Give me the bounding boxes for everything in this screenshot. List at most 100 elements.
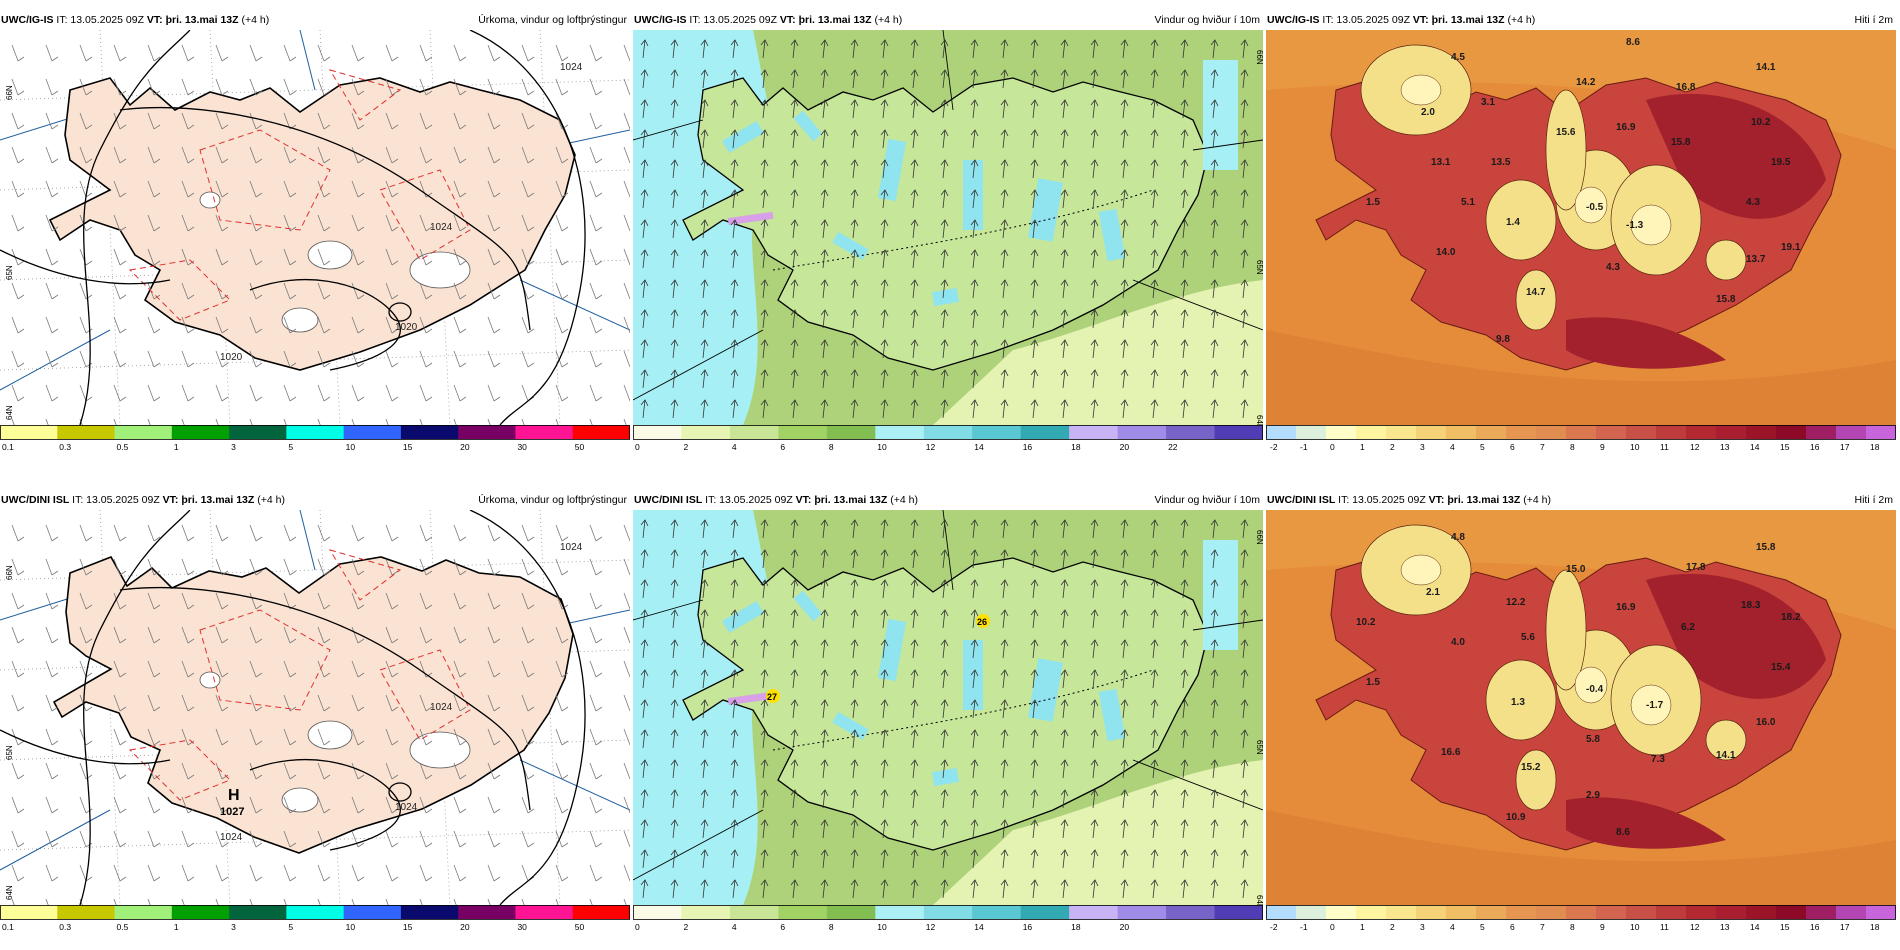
colorbar-segment: [1776, 425, 1807, 439]
map-canvas: 66N 65N 64N: [632, 29, 1264, 430]
temperature-label: 15.4: [1771, 662, 1791, 673]
temperature-label: 14.1: [1716, 750, 1736, 761]
valid-time-label: VT:: [1428, 494, 1445, 506]
gust-max-label: 26: [977, 617, 987, 627]
temperature-label: 16.6: [1441, 747, 1461, 758]
lead-time: (+4 h): [241, 14, 270, 26]
temperature-label: 4.3: [1606, 262, 1620, 273]
colorbar-tick-label: 12: [1690, 922, 1700, 932]
temperature-label: -0.5: [1586, 202, 1604, 213]
colorbar-tick-label: 14: [1750, 442, 1760, 452]
colorbar-segment: [1506, 425, 1537, 439]
latitude-label: 64N: [1255, 895, 1263, 905]
temperature-label: 10.9: [1506, 812, 1526, 823]
colorbar-segment: [633, 905, 682, 919]
map[interactable]: 26 27 66N 65N 64N: [632, 509, 1264, 910]
valid-time: þri. 13.mai 13Z: [1431, 14, 1505, 26]
latitude-label: 66N: [1255, 530, 1263, 545]
colorbar-tick-label: 7: [1540, 922, 1545, 932]
latitude-label: 65N: [5, 265, 14, 280]
temperature-label: 1.5: [1366, 677, 1380, 688]
panel-header: UWC/IG-IS IT: 13.05.2025 09Z VT: þri. 13…: [633, 10, 1263, 30]
isobar-label: 1024: [430, 702, 453, 713]
colorbar-tick-label: 16: [1023, 922, 1033, 932]
map[interactable]: 4.8 15.8 15.0 17.8 2.1 12.2 16.9 18.3 10.2 18.2 4.…: [1266, 510, 1896, 905]
colorbar-tick-label: 3: [1420, 922, 1425, 932]
colorbar-segment: [1566, 425, 1597, 439]
temperature-label: 1.4: [1506, 217, 1520, 228]
colorbar-tick-label: 20: [1120, 442, 1130, 452]
colorbar-segment: [1446, 905, 1477, 919]
colorbar-tick-label: 16: [1810, 442, 1820, 452]
colorbar-tick-label: 18: [1870, 442, 1880, 452]
colorbar-tick-label: 15: [403, 922, 413, 932]
colorbar-tick-label: 4: [1450, 442, 1455, 452]
colorbar-tick-label: 0.3: [59, 922, 71, 932]
colorbar-segment: [1214, 425, 1264, 439]
panel-title: Vindur og hviður í 10m: [1154, 14, 1260, 26]
colorbar-segment: [229, 425, 287, 439]
panel: UWC/IG-IS IT: 13.05.2025 09Z VT: þri. 13…: [0, 10, 637, 465]
latitude-label: 64N: [5, 885, 14, 900]
colorbar-tick-label: 15: [1780, 442, 1790, 452]
temperature-label: 16.9: [1616, 122, 1636, 133]
temperature-label: 10.2: [1356, 617, 1376, 628]
colorbar: 0.1 0.3 0.5 1 3 5 10 15 20 30 50: [0, 905, 631, 945]
colorbar-tick-label: 14: [974, 922, 984, 932]
isobar-label: 1020: [395, 322, 418, 333]
temperature-label: 6.2: [1681, 622, 1695, 633]
temperature-label: 19.1: [1781, 242, 1801, 253]
temperature-label: 2.9: [1586, 790, 1600, 801]
colorbar-tick-label: 5: [288, 442, 293, 452]
init-time: IT: 13.05.2025 09Z: [705, 494, 793, 506]
colorbar-tick-label: 0.1: [2, 922, 14, 932]
map[interactable]: 66N 65N 64N: [632, 29, 1264, 430]
temperature-label: 19.5: [1771, 157, 1791, 168]
valid-time: þri. 13.mai 13Z: [814, 494, 888, 506]
latitude-label: 65N: [5, 745, 14, 760]
colorbar-segment: [681, 425, 731, 439]
colorbar-tick-label: 8: [1570, 922, 1575, 932]
panel-header: UWC/DINI ISL IT: 13.05.2025 09Z VT: þri.…: [1266, 490, 1896, 510]
valid-time: þri. 13.mai 13Z: [1447, 494, 1521, 506]
colorbar-segment: [1386, 905, 1417, 919]
colorbar-tick-label: 15: [403, 442, 413, 452]
map-canvas: 1024 1024 1024 1024 H 1027 66N 65N 64N: [0, 509, 637, 916]
panel: UWC/DINI ISL IT: 13.05.2025 09Z VT: þri.…: [0, 490, 637, 945]
colorbar-tick-label: 5: [1480, 442, 1485, 452]
colorbar-segment: [778, 905, 828, 919]
temperature-label: 10.2: [1751, 117, 1771, 128]
colorbar-tick-label: 6: [780, 922, 785, 932]
temperature-label: 14.7: [1526, 287, 1546, 298]
colorbar-segment: [778, 425, 828, 439]
init-time: IT: 13.05.2025 09Z: [72, 494, 160, 506]
map-canvas: 26 27 66N 65N 64N: [632, 509, 1264, 910]
lead-time: (+4 h): [1523, 494, 1551, 506]
colorbar-tick-label: -1: [1300, 922, 1308, 932]
colorbar-tick-label: 10: [346, 442, 356, 452]
valid-time: þri. 13.mai 13Z: [181, 494, 255, 506]
colorbar-segment: [1476, 905, 1507, 919]
temperature-label: 12.2: [1506, 597, 1526, 608]
colorbar-tick-label: 6: [1510, 442, 1515, 452]
valid-time-label: VT:: [146, 14, 163, 26]
colorbar-segment: [400, 425, 459, 439]
colorbar-segment: [1296, 425, 1327, 439]
colorbar-tick-label: 50: [575, 442, 585, 452]
colorbar-tick-label: 18: [1870, 922, 1880, 932]
map[interactable]: 1024 1024 1024 1024 H 1027 66N 65N 64N: [0, 509, 637, 916]
map[interactable]: 8.6 4.5 14.1 14.2 16.8 3.1 2.0 15.6 16.9 10.2 15.8…: [1266, 30, 1896, 425]
colorbar-segment: [57, 905, 116, 919]
colorbar-tick-label: 16: [1023, 442, 1033, 452]
colorbar-tick-label: 20: [460, 922, 470, 932]
map[interactable]: 1024 1024 1020 1020 66N 65N 64N: [0, 29, 637, 436]
temperature-label: 5.1: [1461, 197, 1475, 208]
panel-title: Hiti í 2m: [1854, 494, 1893, 506]
panel-title: Úrkoma, vindur og loftþrýstingur: [478, 494, 627, 506]
colorbar-segment: [1776, 905, 1807, 919]
isobar-label: 1020: [220, 352, 243, 363]
colorbar-tick-label: 30: [517, 442, 527, 452]
colorbar-tick-label: 10: [346, 922, 356, 932]
colorbar-tick-label: 2: [1390, 442, 1395, 452]
temperature-label: 1.5: [1366, 197, 1380, 208]
